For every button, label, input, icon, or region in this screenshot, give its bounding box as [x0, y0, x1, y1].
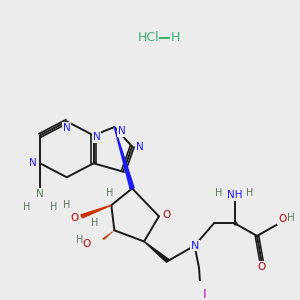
Text: N: N [118, 126, 126, 136]
Text: N: N [93, 132, 101, 142]
Text: O: O [278, 214, 286, 224]
Polygon shape [114, 127, 134, 189]
Text: NH: NH [227, 190, 242, 200]
Text: H: H [76, 235, 84, 245]
Text: O: O [162, 210, 170, 220]
Text: H: H [63, 200, 70, 210]
Text: HCl: HCl [138, 31, 159, 44]
Text: N: N [29, 158, 37, 168]
Text: H: H [246, 188, 253, 198]
Text: H: H [287, 213, 295, 223]
Text: H: H [215, 188, 222, 198]
Polygon shape [144, 242, 169, 262]
Polygon shape [81, 205, 111, 218]
Text: O: O [70, 213, 78, 223]
Text: N: N [190, 241, 199, 251]
Text: H: H [50, 202, 57, 212]
Text: H: H [171, 31, 180, 44]
Text: O: O [257, 262, 266, 272]
Text: I: I [203, 288, 207, 300]
Text: O: O [82, 239, 90, 249]
Text: H: H [91, 218, 99, 228]
Text: N: N [136, 142, 143, 152]
Text: H: H [23, 202, 30, 212]
Text: N: N [36, 189, 44, 199]
Text: N: N [63, 123, 71, 133]
Text: H: H [106, 188, 114, 198]
